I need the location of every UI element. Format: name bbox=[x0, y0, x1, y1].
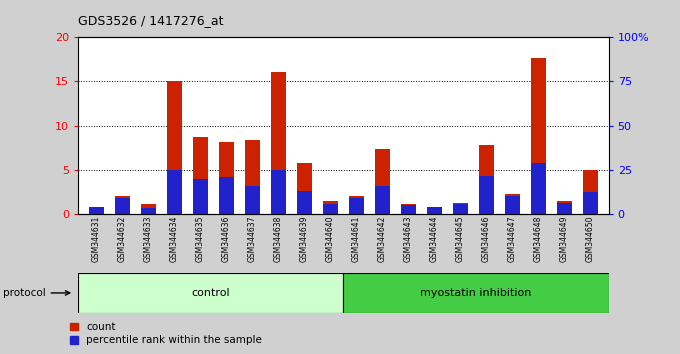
Bar bbox=[453, 204, 469, 214]
Bar bbox=[167, 81, 182, 214]
Bar bbox=[296, 163, 312, 214]
Bar bbox=[141, 204, 156, 214]
Bar bbox=[115, 198, 130, 214]
Bar bbox=[343, 273, 609, 313]
Bar bbox=[426, 207, 442, 214]
Bar bbox=[322, 201, 338, 214]
Text: GDS3526 / 1417276_at: GDS3526 / 1417276_at bbox=[78, 14, 224, 27]
Bar bbox=[583, 192, 598, 214]
Text: control: control bbox=[192, 288, 230, 298]
Bar bbox=[218, 177, 234, 214]
Bar bbox=[192, 137, 208, 214]
Bar bbox=[557, 201, 572, 214]
Bar bbox=[557, 202, 572, 214]
Bar bbox=[530, 57, 546, 214]
Bar bbox=[453, 202, 469, 214]
Legend: count, percentile rank within the sample: count, percentile rank within the sample bbox=[70, 322, 262, 345]
Bar bbox=[218, 142, 234, 214]
Bar bbox=[88, 207, 104, 214]
Bar bbox=[271, 72, 286, 214]
Bar bbox=[401, 205, 416, 214]
Bar bbox=[296, 191, 312, 214]
Bar bbox=[401, 204, 416, 214]
Bar bbox=[426, 207, 442, 214]
Bar bbox=[583, 170, 598, 214]
Bar bbox=[375, 149, 390, 214]
Bar bbox=[375, 186, 390, 214]
Bar bbox=[505, 196, 520, 214]
Bar bbox=[322, 204, 338, 214]
Bar bbox=[141, 208, 156, 214]
Bar bbox=[192, 179, 208, 214]
Text: myostatin inhibition: myostatin inhibition bbox=[420, 288, 532, 298]
Bar bbox=[78, 273, 343, 313]
Bar bbox=[505, 194, 520, 214]
Bar bbox=[167, 170, 182, 214]
Bar bbox=[479, 145, 494, 214]
Bar bbox=[88, 207, 104, 214]
Bar bbox=[115, 196, 130, 214]
Bar bbox=[271, 170, 286, 214]
Bar bbox=[479, 176, 494, 214]
Bar bbox=[245, 186, 260, 214]
Text: protocol: protocol bbox=[3, 288, 46, 298]
Bar bbox=[245, 140, 260, 214]
Bar bbox=[349, 198, 364, 214]
Bar bbox=[530, 163, 546, 214]
Bar bbox=[349, 196, 364, 214]
